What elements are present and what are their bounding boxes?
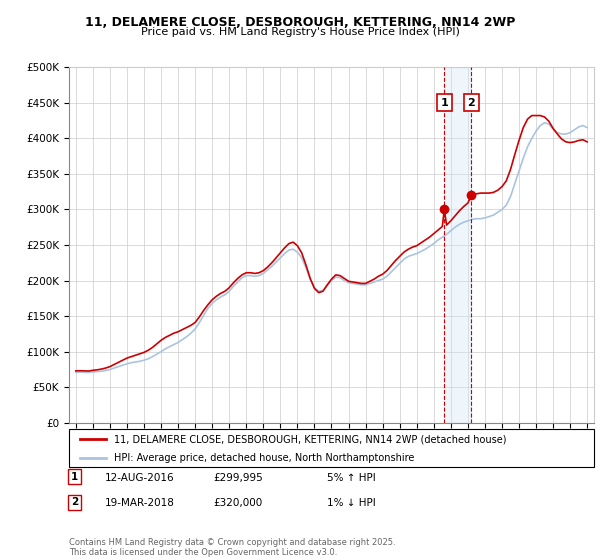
Text: 1: 1 — [440, 98, 448, 108]
Text: 11, DELAMERE CLOSE, DESBOROUGH, KETTERING, NN14 2WP (detached house): 11, DELAMERE CLOSE, DESBOROUGH, KETTERIN… — [113, 435, 506, 445]
Bar — [445, 67, 472, 423]
Text: 2: 2 — [71, 497, 78, 507]
Text: 12-AUG-2016: 12-AUG-2016 — [105, 473, 175, 483]
Text: 5% ↑ HPI: 5% ↑ HPI — [327, 473, 376, 483]
Text: £299,995: £299,995 — [213, 473, 263, 483]
Text: Price paid vs. HM Land Registry's House Price Index (HPI): Price paid vs. HM Land Registry's House … — [140, 27, 460, 37]
Text: 1: 1 — [71, 472, 78, 482]
Text: 2: 2 — [467, 98, 475, 108]
Text: HPI: Average price, detached house, North Northamptonshire: HPI: Average price, detached house, Nort… — [113, 453, 414, 463]
Text: Contains HM Land Registry data © Crown copyright and database right 2025.
This d: Contains HM Land Registry data © Crown c… — [69, 538, 395, 557]
Text: 1% ↓ HPI: 1% ↓ HPI — [327, 498, 376, 508]
Text: £320,000: £320,000 — [213, 498, 262, 508]
Text: 11, DELAMERE CLOSE, DESBOROUGH, KETTERING, NN14 2WP: 11, DELAMERE CLOSE, DESBOROUGH, KETTERIN… — [85, 16, 515, 29]
Text: 19-MAR-2018: 19-MAR-2018 — [105, 498, 175, 508]
